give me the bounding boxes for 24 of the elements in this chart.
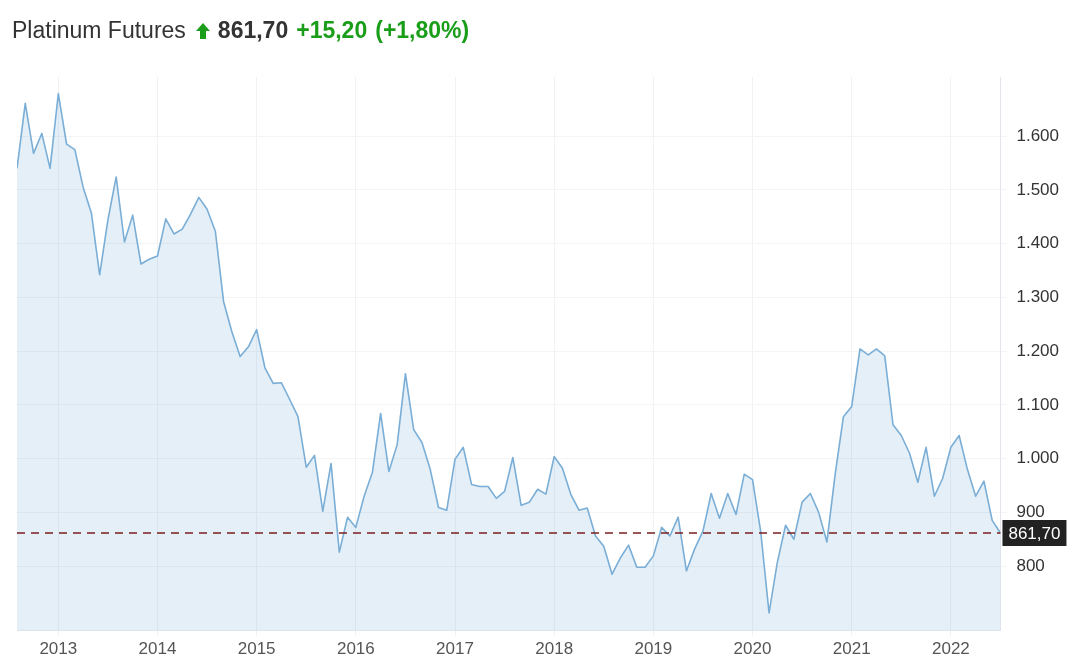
y-tick-label: 900 — [1016, 502, 1045, 522]
text: 861,70 — [217, 17, 289, 44]
x-tick-label: 2014 — [138, 639, 177, 659]
x-tick-label: 2019 — [634, 639, 673, 659]
y-tick-label: 1.200 — [1016, 340, 1060, 360]
y-tick-label: 1.500 — [1016, 179, 1060, 199]
y-tick-label: 1.100 — [1016, 394, 1060, 414]
x-tick-label: 2017 — [436, 639, 474, 659]
chart-title: Platinum Futures — [12, 17, 186, 44]
x-tick-label: 2018 — [535, 639, 574, 659]
x-tick-label: 2015 — [237, 639, 276, 659]
x-tick-label: 2021 — [832, 639, 871, 659]
x-tick-label: 2020 — [733, 639, 772, 659]
ref-line-label: 861,70 — [1008, 523, 1061, 543]
y-tick-label: 800 — [1016, 555, 1045, 575]
x-tick-label: 2022 — [931, 639, 970, 659]
y-tick-label: 1.400 — [1016, 233, 1060, 253]
text: (+1,80%) — [375, 17, 470, 44]
text: +15,20 — [296, 17, 368, 44]
x-tick-label: 2013 — [39, 639, 78, 659]
y-tick-label: 1.600 — [1016, 125, 1060, 145]
y-tick-label: 1.000 — [1016, 448, 1060, 468]
x-tick-label: 2016 — [336, 639, 375, 659]
y-tick-label: 1.300 — [1016, 287, 1060, 307]
